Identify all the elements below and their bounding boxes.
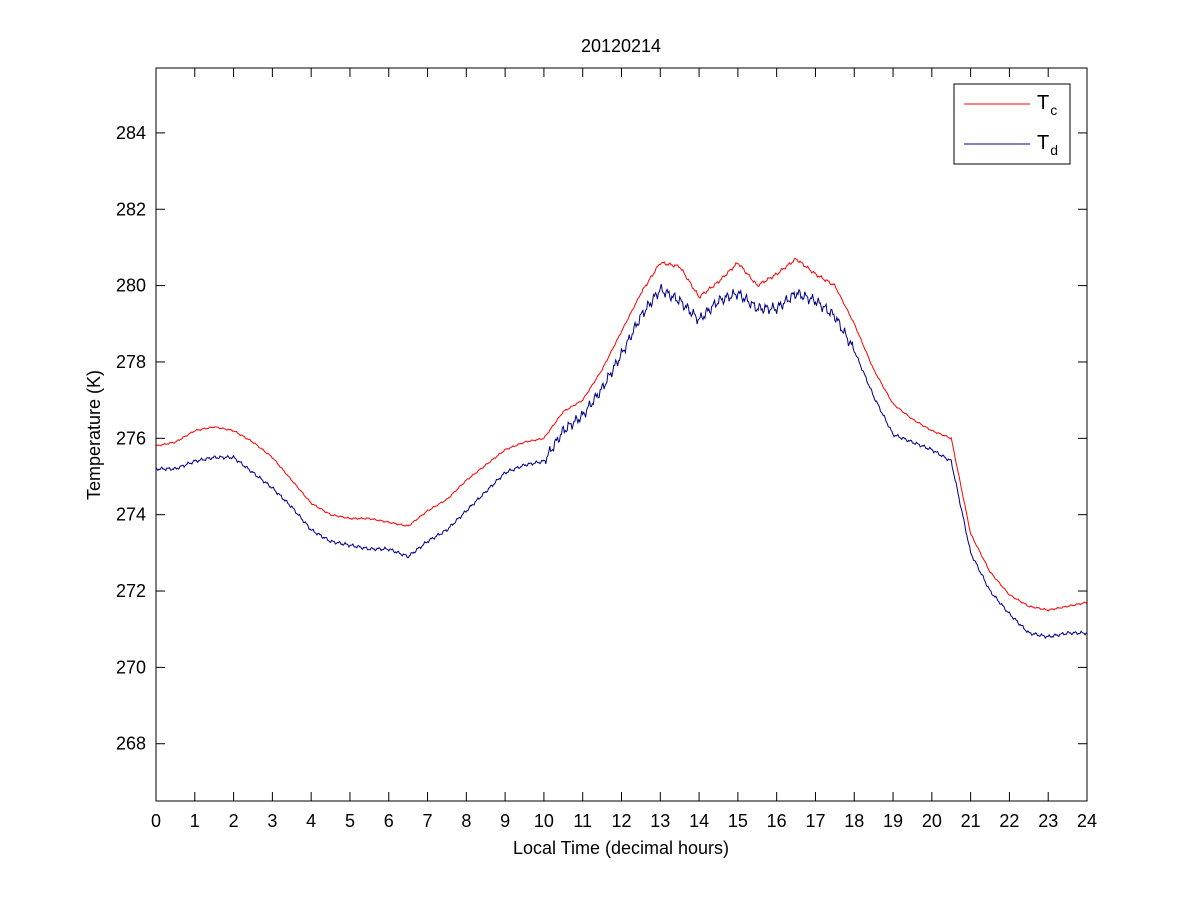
series-line-td xyxy=(155,283,1088,640)
y-tick-label: 272 xyxy=(116,581,146,601)
chart-title: 20120214 xyxy=(581,36,661,56)
x-tick-label: 17 xyxy=(805,811,825,831)
x-tick-label: 16 xyxy=(767,811,787,831)
legend: Tc Td xyxy=(953,83,1071,165)
y-tick-label: 270 xyxy=(116,657,146,677)
y-tick-label: 282 xyxy=(116,199,146,219)
plot-area xyxy=(156,68,1087,801)
x-tick-label: 0 xyxy=(151,811,161,831)
x-tick-label: 24 xyxy=(1077,811,1097,831)
legend-box xyxy=(953,83,1071,165)
y-axis-label: Temperature (K) xyxy=(84,370,104,500)
x-tick-label: 15 xyxy=(728,811,748,831)
y-tick-label: 276 xyxy=(116,428,146,448)
x-tick-label: 12 xyxy=(611,811,631,831)
x-axis-label: Local Time (decimal hours) xyxy=(513,838,729,858)
x-tick-label: 20 xyxy=(922,811,942,831)
y-tick-label: 268 xyxy=(116,734,146,754)
x-tick-label: 10 xyxy=(534,811,554,831)
x-tick-label: 8 xyxy=(461,811,471,831)
x-tick-label: 13 xyxy=(650,811,670,831)
x-tick-label: 3 xyxy=(267,811,277,831)
series-line-tc xyxy=(155,257,1088,612)
x-tick-label: 18 xyxy=(844,811,864,831)
x-tick-label: 1 xyxy=(190,811,200,831)
y-tick-label: 278 xyxy=(116,352,146,372)
x-tick-label: 7 xyxy=(423,811,433,831)
x-tick-label: 14 xyxy=(689,811,709,831)
x-tick-label: 5 xyxy=(345,811,355,831)
legend-label-tc: Tc xyxy=(1037,92,1057,118)
y-tick-label: 280 xyxy=(116,276,146,296)
x-tick-label: 23 xyxy=(1038,811,1058,831)
x-tick-label: 2 xyxy=(229,811,239,831)
y-tick-label: 274 xyxy=(116,505,146,525)
x-tick-label: 4 xyxy=(306,811,316,831)
x-tick-label: 6 xyxy=(384,811,394,831)
series-layer xyxy=(155,257,1088,640)
y-tick-label: 284 xyxy=(116,123,146,143)
x-tick-label: 21 xyxy=(961,811,981,831)
x-tick-label: 9 xyxy=(500,811,510,831)
legend-label-td: Td xyxy=(1037,132,1058,158)
x-tick-label: 19 xyxy=(883,811,903,831)
x-tick-label: 11 xyxy=(573,811,592,831)
tick-layer: 0 1 2 3 4 5 6 7 8 9 10 11 12 13 14 15 16 17 18 19 20 21 22 23 24… xyxy=(116,68,1097,831)
x-tick-label: 22 xyxy=(999,811,1019,831)
